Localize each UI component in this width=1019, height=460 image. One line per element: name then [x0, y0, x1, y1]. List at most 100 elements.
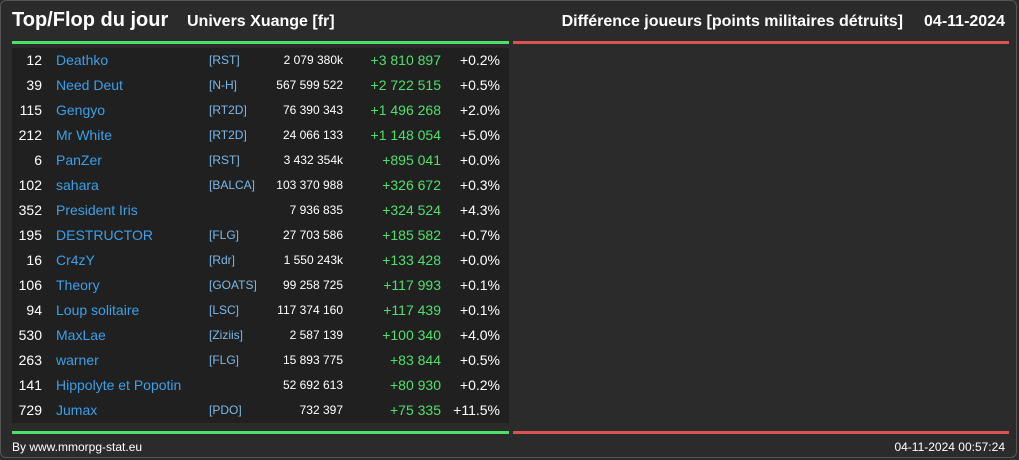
table-row: 12 Deathko [RST] 2 079 380k +3 810 897 +0.2% — [12, 48, 509, 73]
alliance-tag-link[interactable]: [PDO] — [209, 403, 242, 417]
player-name-link[interactable]: President Iris — [56, 202, 138, 218]
credit-text: By www.mmorpg-stat.eu — [12, 440, 143, 454]
server-name: Univers Xuange [fr] — [187, 13, 335, 30]
alliance-tag-link[interactable]: [N-H] — [209, 78, 237, 92]
points-difference: +1 148 054 — [370, 127, 441, 143]
player-rank: 12 — [26, 52, 42, 68]
page-title: Top/Flop du jour — [12, 9, 169, 31]
alliance-tag-link[interactable]: [Ziziis] — [209, 328, 243, 342]
percent-change: +4.0% — [459, 327, 500, 343]
percent-change: +0.5% — [459, 352, 500, 368]
player-name-link[interactable]: sahara — [56, 177, 99, 193]
percent-change: +0.7% — [459, 227, 500, 243]
alliance-tag-link[interactable]: [BALCA] — [209, 178, 256, 192]
top-divider-green — [12, 41, 509, 44]
percent-change: +2.0% — [459, 102, 500, 118]
player-rank: 102 — [18, 177, 42, 193]
player-name-link[interactable]: Loup solitaire — [56, 302, 140, 318]
player-name-link[interactable]: Hippolyte et Popotin — [56, 377, 182, 393]
percent-change: +0.3% — [459, 177, 500, 193]
percent-change: +0.2% — [459, 52, 500, 68]
player-name-link[interactable]: MaxLae — [56, 327, 106, 343]
alliance-tag-link[interactable]: [Rdr] — [209, 253, 236, 267]
player-points: 24 066 133 — [282, 128, 343, 142]
player-rank: 115 — [19, 102, 42, 118]
bottom-divider-green — [12, 431, 509, 434]
points-difference: +2 722 515 — [370, 77, 441, 93]
player-rank: 141 — [18, 377, 42, 393]
table-row: 115 Gengyo [RT2D] 76 390 343 +1 496 268 +2.0% — [12, 98, 509, 123]
points-difference: +895 041 — [382, 152, 441, 168]
player-rank: 530 — [18, 327, 42, 343]
percent-change: +0.2% — [459, 377, 500, 393]
alliance-tag-link[interactable]: [RT2D] — [209, 103, 247, 117]
player-name-link[interactable]: Cr4zY — [56, 252, 95, 268]
player-points: 732 397 — [299, 403, 343, 417]
player-points: 103 370 988 — [276, 178, 343, 192]
top-players-table: 12 Deathko [RST] 2 079 380k +3 810 897 +0.2% 3… — [12, 48, 509, 423]
alliance-tag-link[interactable]: [RST] — [209, 153, 240, 167]
points-difference: +3 810 897 — [370, 52, 441, 68]
player-rank: 352 — [18, 202, 42, 218]
header-date: 04-11-2024 — [924, 13, 1005, 30]
player-name-link[interactable]: Deathko — [56, 52, 109, 68]
alliance-tag-link[interactable]: [RT2D] — [209, 128, 247, 142]
player-name-link[interactable]: warner — [56, 352, 99, 368]
player-rank: 195 — [18, 227, 42, 243]
table-row: 212 Mr White [RT2D] 24 066 133 +1 148 054 +5.… — [12, 123, 509, 148]
footer-timestamp: 04-11-2024 00:57:24 — [894, 440, 1005, 454]
points-difference: +326 672 — [382, 177, 441, 193]
points-difference: +1 496 268 — [370, 102, 441, 118]
percent-change: +0.1% — [459, 302, 500, 318]
player-points: 76 390 343 — [282, 103, 343, 117]
alliance-tag-link[interactable]: [FLG] — [209, 228, 240, 242]
player-name-link[interactable]: Mr White — [56, 127, 112, 143]
player-rank: 39 — [26, 77, 42, 93]
table-row: 263 warner [FLG] 15 893 775 +83 844 +0.5% — [12, 348, 509, 373]
player-points: 15 893 775 — [282, 353, 343, 367]
points-difference: +117 993 — [383, 277, 441, 293]
player-rank: 106 — [18, 277, 42, 293]
player-rank: 16 — [26, 252, 42, 268]
flop-players-table — [513, 48, 1009, 423]
alliance-tag-link[interactable]: [RST] — [209, 53, 240, 67]
points-difference: +133 428 — [382, 252, 441, 268]
alliance-tag-link[interactable]: [LSC] — [209, 303, 240, 317]
table-row: 39 Need Deut [N-H] 567 599 522 +2 722 515 +0.… — [12, 73, 509, 98]
player-points: 2 587 139 — [289, 328, 343, 342]
table-row: 106 Theory [GOATS] 99 258 725 +117 993 +0.1% — [12, 273, 509, 298]
player-name-link[interactable]: Jumax — [56, 402, 98, 418]
alliance-tag-link[interactable]: [FLG] — [209, 353, 240, 367]
metric-label: Différence joueurs [points militaires dé… — [561, 13, 903, 30]
points-difference: +83 844 — [390, 352, 441, 368]
bottom-divider-red — [513, 431, 1009, 434]
percent-change: +11.5% — [453, 402, 500, 418]
table-row: 352 President Iris 7 936 835 +324 524 +4.3% — [12, 198, 509, 223]
player-name-link[interactable]: Gengyo — [56, 102, 106, 118]
alliance-tag-link[interactable]: [GOATS] — [209, 278, 257, 292]
player-points: 7 936 835 — [289, 203, 343, 217]
points-difference: +117 439 — [383, 302, 441, 318]
player-points: 52 692 613 — [282, 378, 343, 392]
player-points: 2 079 380k — [283, 53, 343, 67]
player-points: 567 599 522 — [276, 78, 343, 92]
percent-change: +0.5% — [459, 77, 500, 93]
player-name-link[interactable]: Need Deut — [56, 77, 123, 93]
player-name-link[interactable]: Theory — [56, 277, 100, 293]
percent-change: +0.0% — [459, 152, 500, 168]
percent-change: +0.0% — [459, 252, 500, 268]
table-row: 729 Jumax [PDO] 732 397 +75 335 +11.5% — [12, 398, 509, 423]
player-rank: 6 — [34, 152, 42, 168]
top-divider-red — [513, 41, 1009, 44]
player-points: 27 703 586 — [282, 228, 343, 242]
player-name-link[interactable]: DESTRUCTOR — [56, 227, 153, 243]
player-rank: 263 — [18, 352, 42, 368]
player-rank: 729 — [18, 402, 42, 418]
player-name-link[interactable]: PanZer — [56, 152, 102, 168]
player-rank: 212 — [18, 127, 42, 143]
player-points: 99 258 725 — [282, 278, 343, 292]
points-difference: +100 340 — [382, 327, 441, 343]
player-points: 3 432 354k — [283, 153, 343, 167]
player-points: 117 374 160 — [277, 303, 343, 317]
